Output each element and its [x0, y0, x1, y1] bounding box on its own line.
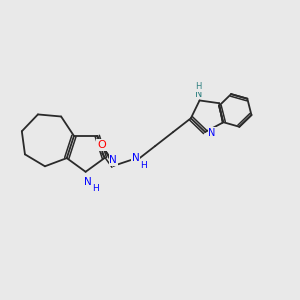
- Text: N: N: [84, 177, 92, 187]
- Text: N: N: [195, 88, 202, 98]
- Text: H: H: [140, 161, 147, 170]
- Text: O: O: [97, 140, 106, 150]
- Text: N: N: [208, 128, 216, 138]
- Text: N: N: [131, 153, 139, 163]
- Text: H: H: [195, 82, 202, 91]
- Text: N: N: [110, 155, 117, 165]
- Text: H: H: [92, 184, 99, 193]
